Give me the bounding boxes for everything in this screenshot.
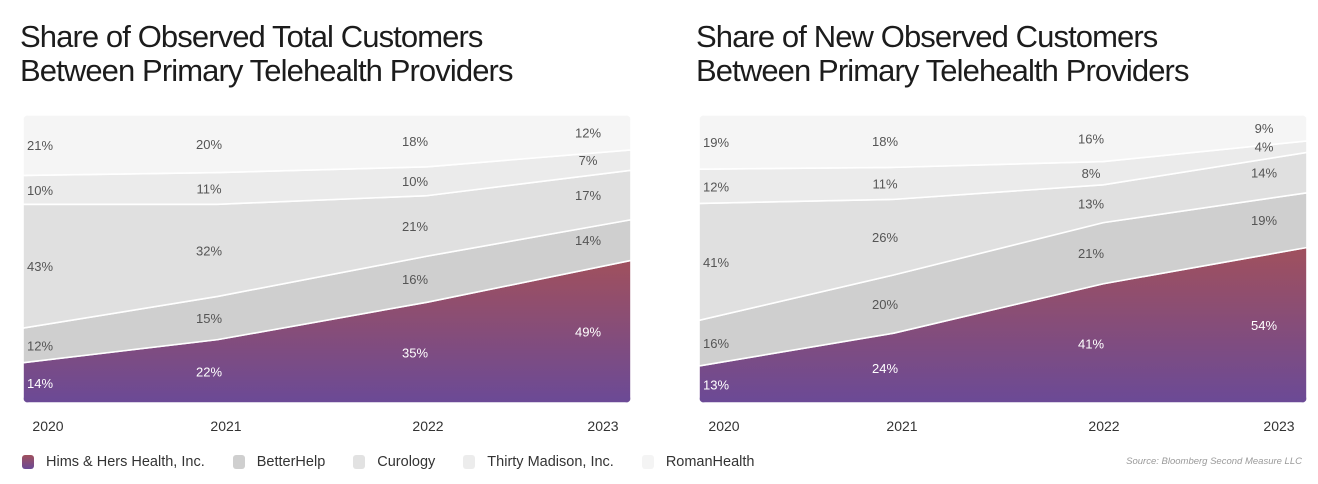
data-label-romanhealth: 12% <box>575 125 601 140</box>
legend-label-romanhealth: RomanHealth <box>665 454 755 470</box>
data-label-romanhealth: 16% <box>1078 131 1104 146</box>
x-tick-label: 2022 <box>1088 418 1119 434</box>
legend-swatch-betterhelp <box>232 455 245 469</box>
legend-item-curology: Curology <box>353 454 435 470</box>
legend-label-betterhelp: BetterHelp <box>256 454 326 470</box>
data-label-curology: 14% <box>1251 166 1277 181</box>
data-label-betterhelp: 16% <box>402 272 428 287</box>
legend-label-hims: Hims & Hers Health, Inc. <box>46 454 205 470</box>
data-label-thirty-madison: 10% <box>27 183 53 198</box>
legend-label-curology: Curology <box>377 454 436 470</box>
data-label-hims: 49% <box>575 325 601 340</box>
x-tick-label: 2020 <box>32 418 63 434</box>
legend-swatch-thirty-madison <box>463 455 476 469</box>
data-label-curology: 17% <box>575 188 601 203</box>
chart-title: Share of New Observed Customers Between … <box>696 20 1189 88</box>
x-tick-label: 2023 <box>587 418 618 434</box>
stacked-area-chart-new: 13% 24% 41% 54% 16% 20% 21% 19% 41% 26% 13% 14% 12% 1… <box>699 115 1307 434</box>
data-label-hims: 14% <box>27 376 53 391</box>
source-note: Source: Bloomberg Second Measure LLC <box>1126 456 1302 467</box>
data-label-curology: 43% <box>27 259 53 274</box>
data-label-hims: 41% <box>1078 336 1104 351</box>
data-label-hims: 13% <box>703 377 729 392</box>
legend-item-thirty-madison: Thirty Madison, Inc. <box>463 454 614 470</box>
data-label-thirty-madison: 11% <box>196 181 221 196</box>
chart-panel-total: Share of Observed Total Customers Betwee… <box>0 0 640 440</box>
data-label-hims: 24% <box>872 361 898 376</box>
chart-title-line-1: Share of New Observed Customers <box>696 19 1158 54</box>
chart-title-line-2: Between Primary Telehealth Providers <box>696 53 1189 88</box>
data-label-betterhelp: 14% <box>575 233 601 248</box>
legend-item-hims: Hims & Hers Health, Inc. <box>22 454 205 470</box>
data-label-betterhelp: 16% <box>703 336 729 351</box>
data-label-betterhelp: 15% <box>196 311 222 326</box>
data-label-thirty-madison: 12% <box>703 179 729 194</box>
data-label-romanhealth: 9% <box>1255 121 1274 136</box>
x-tick-label: 2021 <box>886 418 917 434</box>
data-label-thirty-madison: 4% <box>1255 140 1274 155</box>
chart-title-line-1: Share of Observed Total Customers <box>20 19 483 54</box>
data-label-betterhelp: 20% <box>872 297 898 312</box>
plot-area <box>699 115 1307 403</box>
plot-area <box>23 115 631 403</box>
data-label-betterhelp: 21% <box>1078 246 1104 261</box>
chart-title-line-2: Between Primary Telehealth Providers <box>20 53 513 88</box>
data-label-hims: 22% <box>196 364 222 379</box>
data-label-romanhealth: 20% <box>196 137 222 152</box>
data-label-curology: 13% <box>1078 197 1104 212</box>
data-label-thirty-madison: 10% <box>402 174 428 189</box>
legend-label-thirty-madison: Thirty Madison, Inc. <box>487 454 614 470</box>
data-label-thirty-madison: 7% <box>579 153 598 168</box>
data-label-romanhealth: 18% <box>872 134 898 149</box>
data-label-thirty-madison: 8% <box>1082 166 1101 181</box>
data-label-curology: 32% <box>196 243 222 258</box>
x-tick-label: 2020 <box>708 418 739 434</box>
x-tick-label: 2023 <box>1263 418 1294 434</box>
area-romanhealth <box>23 115 631 177</box>
stacked-area-chart-total: 14% 22% 35% 49% 12% 15% 16% 14% 43% 32% 21% 17% 10% 1… <box>23 115 631 434</box>
data-label-betterhelp: 19% <box>1251 213 1277 228</box>
x-tick-label: 2021 <box>210 418 241 434</box>
legend-item-betterhelp: BetterHelp <box>232 454 326 470</box>
data-label-hims: 35% <box>402 346 428 361</box>
chart-panel-new: Share of New Observed Customers Between … <box>676 0 1316 440</box>
data-label-curology: 26% <box>872 230 898 245</box>
data-label-curology: 41% <box>703 255 729 270</box>
legend-swatch-curology <box>353 455 366 469</box>
area-romanhealth <box>699 115 1307 170</box>
data-label-curology: 21% <box>402 219 428 234</box>
legend-swatch-romanhealth <box>641 455 654 469</box>
data-label-thirty-madison: 11% <box>872 176 897 191</box>
chart-title: Share of Observed Total Customers Betwee… <box>20 20 513 88</box>
data-label-romanhealth: 18% <box>402 134 428 149</box>
legend-item-romanhealth: RomanHealth <box>641 454 755 470</box>
legend-swatch-hims <box>22 455 34 469</box>
chart-legend: Hims & Hers Health, Inc. BetterHelp Curo… <box>22 452 782 472</box>
data-label-betterhelp: 12% <box>27 338 53 353</box>
data-label-romanhealth: 19% <box>703 135 729 150</box>
data-label-hims: 54% <box>1251 318 1277 333</box>
x-tick-label: 2022 <box>412 418 443 434</box>
data-label-romanhealth: 21% <box>27 138 53 153</box>
